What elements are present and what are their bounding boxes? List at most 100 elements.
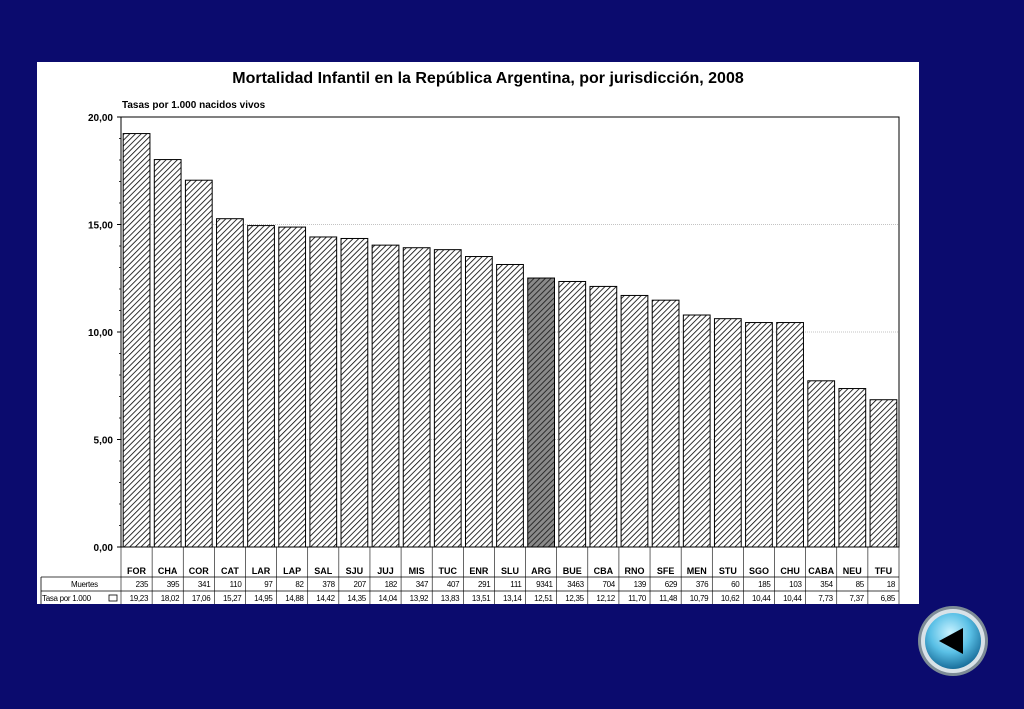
table-cell: 18,02 (161, 594, 180, 603)
bar-sju (340, 237, 369, 548)
table-cell: 13,14 (503, 594, 522, 603)
table-cell: 629 (665, 580, 678, 589)
bar-tuc (433, 249, 462, 548)
bar-cat (216, 218, 244, 548)
table-cell: 97 (264, 580, 273, 589)
table-cell: 14,95 (254, 594, 273, 603)
x-category-label: MEN (687, 566, 707, 576)
table-cell: 17,06 (192, 594, 211, 603)
triangle-left-icon (918, 606, 988, 676)
bar-mis (402, 247, 431, 548)
table-cell: 376 (696, 580, 709, 589)
bar-neu (838, 388, 867, 548)
x-category-label: MIS (409, 566, 425, 576)
table-cell: 704 (602, 580, 615, 589)
table-cell: 12,35 (565, 594, 584, 603)
y-tick-label: 0,00 (94, 543, 114, 554)
bar-stu (713, 318, 742, 548)
bar-bue (558, 280, 587, 548)
table-cell: 13,83 (441, 594, 460, 603)
table-cell: 14,35 (347, 594, 366, 603)
table-cell: 10,79 (690, 594, 709, 603)
table-cell: 111 (510, 580, 522, 589)
table-row-label: Tasa por 1.000 (42, 594, 92, 603)
table-cell: 207 (354, 580, 367, 589)
bar-sal (309, 236, 338, 548)
x-category-label: NEU (843, 566, 862, 576)
bar-sgo (745, 322, 773, 548)
bar-cor (184, 179, 213, 548)
bar-sfe (651, 299, 680, 548)
table-cell: 10,44 (783, 594, 802, 603)
data-table: Muertes 235 395 341 110 97 82 378 207 182 347 407 29… (40, 547, 900, 604)
back-button[interactable] (916, 604, 990, 678)
bar-lap (278, 226, 307, 548)
chart: Mortalidad Infantil en la República Arge… (40, 70, 900, 604)
table-cell: 11,48 (659, 594, 678, 603)
x-category-label: LAR (252, 566, 271, 576)
x-category-label: COR (189, 566, 210, 576)
table-cell: 110 (230, 580, 243, 589)
table-cell: 354 (820, 580, 833, 589)
bar-caba (807, 380, 836, 548)
bar-rno (620, 294, 649, 548)
x-category-label: SFE (657, 566, 675, 576)
table-cell: 139 (634, 580, 647, 589)
table-cell: 11,70 (628, 594, 647, 603)
table-cell: 18 (887, 580, 896, 589)
x-category-label: SAL (314, 566, 333, 576)
table-cell: 6,85 (881, 594, 896, 603)
bar-cha (153, 159, 182, 548)
chart-title: Mortalidad Infantil en la República Arge… (232, 70, 744, 87)
table-cell: 185 (758, 580, 771, 589)
table-cell: 19,23 (130, 594, 149, 603)
table-cell: 10,44 (752, 594, 771, 603)
table-cell: 12,51 (534, 594, 553, 603)
x-category-label: CABA (808, 566, 834, 576)
x-category-label: LAP (283, 566, 301, 576)
table-cell: 7,73 (818, 594, 833, 603)
x-category-label: SJU (346, 566, 364, 576)
y-axis: 0,00 5,00 10,00 15,00 20,00 (88, 113, 121, 554)
table-cell: 12,12 (596, 594, 615, 603)
bar-slu (496, 263, 524, 548)
y-axis-label: Tasas por 1.000 nacidos vivos (122, 100, 266, 111)
x-category-label: FOR (127, 566, 146, 576)
bar-juj (371, 244, 400, 548)
table-cell: 103 (789, 580, 802, 589)
x-category-label: STU (719, 566, 737, 576)
x-category-label: CBA (594, 566, 614, 576)
table-cell: 13,51 (472, 594, 491, 603)
table-cell: 82 (295, 580, 304, 589)
x-category-label: CAT (221, 566, 239, 576)
table-cell: 235 (136, 580, 149, 589)
table-row-label: Muertes (71, 580, 98, 589)
x-category-label: CHA (158, 566, 178, 576)
y-tick-label: 20,00 (88, 113, 113, 124)
x-category-label: TFU (875, 566, 893, 576)
x-category-label: CHU (780, 566, 800, 576)
table-cell: 60 (731, 580, 740, 589)
table-cell: 407 (447, 580, 460, 589)
bar-chu (776, 322, 804, 548)
bar-cba (589, 285, 618, 548)
chart-panel: Mortalidad Infantil en la República Arge… (37, 62, 919, 604)
x-category-label: TUC (439, 566, 458, 576)
y-tick-label: 15,00 (88, 221, 113, 232)
table-cell: 3463 (567, 580, 584, 589)
x-category-label: JUJ (377, 566, 394, 576)
table-cell: 14,88 (285, 594, 304, 603)
table-cell: 9341 (536, 580, 553, 589)
table-cell: 14,04 (379, 594, 398, 603)
x-category-label: RNO (624, 566, 644, 576)
bars (122, 133, 898, 548)
table-cell: 7,37 (850, 594, 865, 603)
y-tick-label: 5,00 (94, 436, 114, 447)
table-cell: 85 (856, 580, 865, 589)
x-category-label: BUE (563, 566, 582, 576)
legend-key (108, 594, 118, 602)
bar-tfu (869, 399, 898, 548)
x-category-label: ENR (469, 566, 489, 576)
table-cell: 14,42 (316, 594, 335, 603)
table-cell: 15,27 (223, 594, 242, 603)
